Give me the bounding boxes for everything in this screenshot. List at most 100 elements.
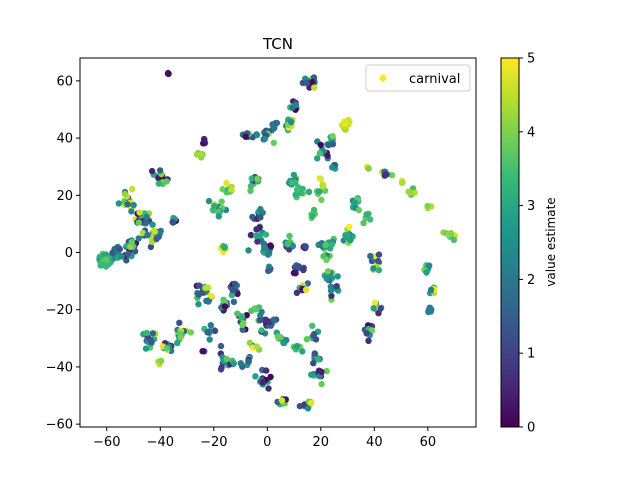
scatter-point: [228, 186, 235, 193]
scatter-point: [274, 333, 282, 340]
scatter-point: [149, 330, 157, 337]
scatter-point: [328, 241, 335, 248]
scatter-point: [324, 268, 332, 275]
scatter-point: [314, 155, 321, 162]
scatter-point: [388, 172, 396, 179]
scatter-point: [256, 317, 264, 324]
scatter-point: [424, 202, 431, 210]
scatter-point: [423, 269, 430, 276]
scatter-point: [294, 342, 301, 350]
scatter-point: [302, 286, 310, 293]
scatter-point: [139, 229, 146, 237]
scatter-point: [309, 78, 316, 86]
scatter-point: [187, 329, 194, 336]
scatter-point: [300, 266, 307, 273]
scatter-point: [254, 343, 261, 350]
scatter-point: [257, 312, 264, 319]
scatter-point: [262, 231, 270, 238]
scatter-point: [399, 179, 406, 186]
scatter-point: [329, 133, 336, 140]
scatter-point: [304, 405, 312, 412]
scatter-point: [195, 291, 203, 298]
y-tick-label: 0: [65, 246, 73, 261]
scatter-point: [149, 221, 156, 228]
scatter-point: [288, 179, 295, 186]
scatter-point: [290, 269, 298, 277]
scatter-point: [203, 297, 210, 305]
y-tick-label: −20: [46, 303, 73, 318]
x-tick-label: 20: [313, 435, 330, 450]
scatter-point: [115, 200, 123, 207]
scatter-point: [247, 231, 255, 239]
colorbar-frame: [500, 57, 520, 428]
scatter-point: [164, 70, 172, 77]
scatter-point: [195, 301, 202, 308]
x-tick-label: 0: [263, 435, 271, 450]
scatter-point: [176, 319, 183, 326]
scatter-point: [303, 336, 311, 343]
scatter-point: [267, 373, 274, 381]
scatter-point: [375, 257, 382, 265]
scatter-point: [292, 191, 299, 198]
scatter-point: [204, 329, 211, 336]
scatter-point: [259, 379, 267, 386]
scatter-point: [310, 360, 317, 367]
scatter-point: [312, 336, 320, 343]
scatter-point: [201, 136, 208, 143]
scatter-point: [242, 133, 249, 140]
scatter-point: [370, 265, 377, 272]
scatter-point: [130, 201, 137, 209]
scatter-point: [245, 358, 252, 365]
scatter-point: [310, 330, 318, 338]
scatter-point: [346, 223, 353, 231]
colorbar-ticks: 0 1 2 3 4 5: [519, 52, 535, 436]
scatter-point: [267, 243, 275, 250]
scatter-point: [314, 356, 322, 363]
colorbar-tick-label: 0: [527, 421, 535, 436]
scatter-point: [426, 262, 433, 269]
colorbar-tick-label: 2: [527, 273, 535, 288]
scatter-point: [289, 242, 296, 249]
scatter-point: [247, 182, 255, 190]
y-tick-label: 40: [56, 132, 73, 147]
scatter-point: [103, 256, 110, 263]
scatter-point: [327, 287, 335, 294]
scatter-point: [315, 188, 323, 195]
colorbar: 0 1 2 3 4 5 value estimate: [500, 52, 558, 436]
scatter-point: [100, 261, 107, 268]
x-tick-label: 60: [420, 435, 437, 450]
scatter-point: [218, 198, 225, 205]
scatter-point: [407, 189, 414, 196]
colorbar-tick-label: 4: [527, 125, 535, 140]
scatter-point: [155, 233, 162, 241]
scatter-point: [447, 230, 455, 237]
scatter-point: [370, 305, 377, 312]
scatter-point: [293, 263, 301, 271]
scatter-point: [363, 211, 370, 218]
scatter-point: [163, 345, 170, 352]
scatter-point: [143, 213, 150, 221]
scatter-point: [254, 238, 261, 245]
scatter-point: [237, 360, 244, 367]
scatter-point: [264, 251, 272, 258]
scatter-point: [221, 303, 228, 310]
scatter-point: [155, 180, 162, 187]
scatter-point: [311, 350, 318, 357]
scatter-point: [144, 231, 151, 239]
scatter-point: [308, 399, 315, 407]
scatter-point: [323, 256, 330, 264]
scatter-point: [305, 188, 313, 195]
scatter-point: [365, 337, 372, 344]
scatter-points: [96, 69, 459, 412]
scatter-point: [252, 373, 259, 380]
scatter-point: [367, 252, 374, 260]
scatter-point: [129, 185, 136, 193]
scatter-point: [121, 190, 129, 198]
scatter-point: [317, 141, 324, 149]
scatter-point: [284, 241, 291, 248]
scatter-point: [116, 245, 124, 253]
scatter-point: [309, 322, 316, 329]
scatter-point: [239, 326, 246, 333]
x-tick-label: −40: [147, 435, 174, 450]
colorbar-tick-label: 3: [527, 199, 535, 214]
